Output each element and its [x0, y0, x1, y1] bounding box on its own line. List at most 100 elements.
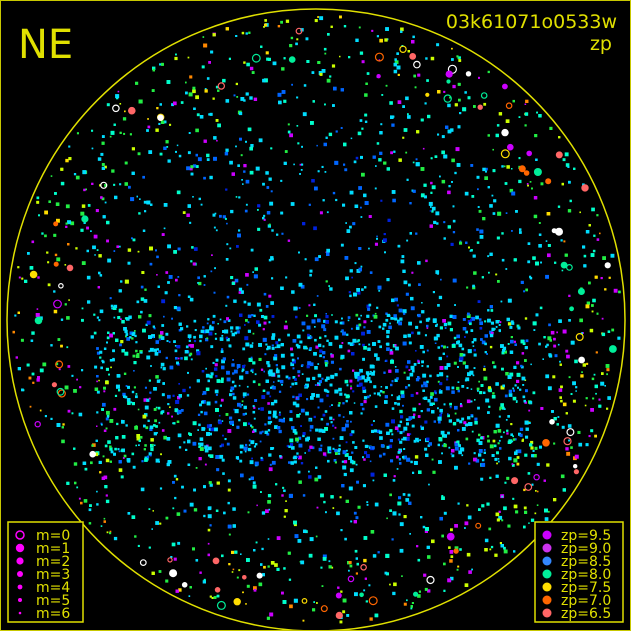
star-point [288, 493, 293, 498]
star-point [334, 461, 337, 464]
star-point [363, 536, 368, 540]
color-legend-marker [542, 595, 552, 605]
star-point [195, 467, 198, 469]
star-point [172, 507, 175, 510]
size-legend-label: m=6 [36, 606, 70, 622]
star-point [332, 507, 335, 509]
star-point [351, 451, 354, 454]
star-point [188, 337, 191, 340]
star-point [396, 52, 399, 55]
star-point [135, 444, 137, 447]
star-point [451, 390, 455, 394]
star-point [238, 196, 241, 199]
star-point [352, 369, 355, 372]
star-point [163, 435, 167, 440]
star-point [273, 381, 275, 383]
star-point [424, 420, 428, 424]
star-point [215, 393, 218, 396]
star-point [158, 122, 161, 125]
star-point [417, 558, 421, 562]
star-point [206, 322, 209, 325]
star-point [410, 605, 413, 608]
star-point [393, 150, 396, 153]
star-point [515, 210, 518, 213]
star-point [294, 378, 297, 381]
star-point [280, 353, 285, 358]
star-point [507, 375, 512, 379]
star-point [189, 433, 192, 436]
bright-star [573, 469, 580, 475]
star-point [372, 554, 377, 558]
star-point [341, 460, 344, 463]
bright-star [426, 575, 435, 585]
star-point [526, 183, 529, 185]
star-point [512, 99, 515, 103]
star-point [347, 316, 351, 319]
star-point [206, 337, 209, 340]
star-point [417, 261, 421, 265]
star-point [310, 336, 313, 339]
star-point [308, 475, 312, 479]
star-point [422, 389, 425, 392]
star-point [497, 458, 500, 460]
star-point [427, 114, 431, 119]
star-point [402, 309, 407, 314]
star-point [96, 316, 99, 319]
star-point [521, 376, 526, 381]
star-point [71, 374, 74, 377]
star-point [389, 351, 394, 355]
star-point [468, 570, 472, 574]
star-point [17, 311, 20, 314]
star-point [450, 128, 454, 132]
star-point [344, 453, 349, 457]
star-point [103, 347, 107, 350]
star-point [408, 416, 413, 420]
star-point [382, 391, 385, 394]
star-point [510, 433, 513, 436]
bright-star [320, 605, 328, 613]
star-point [280, 211, 284, 215]
star-point [473, 348, 476, 352]
star-point [136, 434, 141, 438]
star-point [511, 440, 514, 443]
star-point [546, 343, 549, 347]
star-point [285, 276, 288, 279]
star-point [287, 376, 291, 380]
star-point [175, 278, 178, 282]
star-point [160, 453, 162, 456]
star-point [236, 367, 239, 370]
star-point [399, 548, 404, 553]
star-point [527, 260, 531, 264]
star-point [481, 340, 486, 345]
star-point [221, 377, 224, 381]
star-point [155, 128, 159, 132]
star-point [535, 261, 539, 266]
star-point [350, 137, 353, 140]
star-point [553, 417, 557, 421]
star-point [262, 573, 265, 577]
star-point [343, 460, 348, 464]
star-point [294, 534, 299, 539]
star-point [371, 446, 375, 450]
star-point [265, 343, 268, 346]
star-point [505, 372, 509, 376]
bright-star [374, 52, 384, 62]
bright-star [56, 387, 65, 396]
star-point [172, 481, 175, 484]
star-point [407, 333, 411, 338]
star-point [472, 374, 475, 377]
star-point [460, 403, 462, 405]
star-point [103, 429, 107, 432]
star-point [296, 334, 301, 339]
star-point [295, 315, 298, 319]
star-point [492, 392, 495, 395]
star-point [515, 449, 519, 453]
star-point [330, 495, 334, 499]
star-point [230, 386, 235, 391]
star-point [228, 57, 231, 60]
star-point [250, 424, 253, 427]
star-point [469, 249, 472, 252]
star-point [231, 281, 235, 285]
star-point [443, 434, 447, 438]
star-point [509, 325, 513, 329]
